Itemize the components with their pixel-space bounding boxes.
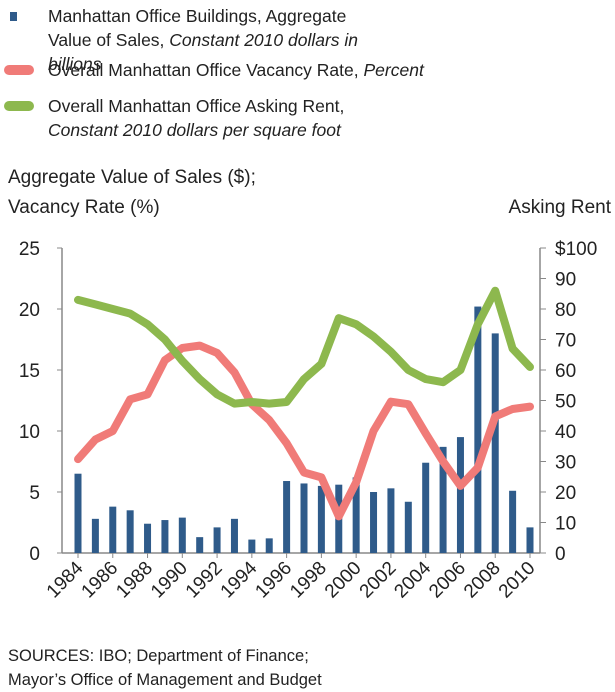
legend-swatch [10, 12, 17, 21]
source-line: SOURCES: IBO; Department of Finance; [8, 647, 309, 665]
y-tick-label: 10 [19, 422, 40, 443]
bar [248, 539, 256, 553]
y-axis-title: Vacancy Rate (%) [8, 197, 160, 218]
y-tick-label: 25 [19, 239, 40, 260]
legend-unit: Constant 2010 dollars per square foot [48, 120, 341, 140]
y2-tick-label: 70 [555, 331, 576, 352]
bar [161, 520, 169, 553]
bar [526, 527, 534, 553]
x-tick-label: 2006 [425, 558, 470, 603]
x-tick-label: 1990 [147, 558, 192, 603]
legend-text: Manhattan Office Buildings, Aggregate Va… [48, 4, 388, 76]
legend-label: Overall Manhattan Office Vacancy Rate, [48, 60, 359, 80]
y2-tick-label: 60 [555, 361, 576, 382]
y-axis-title: Aggregate Value of Sales ($); [8, 167, 256, 188]
bar [404, 501, 412, 553]
x-tick-label: 1992 [182, 558, 227, 603]
legend-unit: Constant 2010 dollars in billions [48, 30, 359, 74]
bar [213, 527, 221, 553]
x-tick-label: 1984 [43, 557, 88, 602]
bar [74, 473, 82, 553]
legend-text: Overall Manhattan Office Asking Rent, Con… [48, 94, 568, 142]
bar [474, 306, 482, 553]
y2-tick-label: 50 [555, 392, 576, 413]
y2-tick-label: 80 [555, 300, 576, 321]
x-tick-label: 1986 [78, 558, 123, 603]
bar [178, 517, 186, 553]
bar [230, 518, 238, 553]
bar [352, 477, 360, 553]
bar [265, 538, 273, 553]
plot-area: 05101520250102030405060708090$1001984198… [19, 239, 597, 602]
legend-text: Overall Manhattan Office Vacancy Rate, P… [48, 58, 568, 82]
y-tick-label: 5 [29, 483, 40, 504]
bar [196, 537, 204, 553]
y2-tick-label: 90 [555, 270, 576, 291]
legend-swatch [4, 65, 34, 75]
bar [370, 492, 378, 553]
legend-label: Manhattan Office Buildings, Aggregate Va… [48, 6, 347, 50]
line [74, 341, 534, 521]
source: SOURCES: IBO; Department of Finance; May… [8, 644, 322, 692]
bar [439, 446, 447, 553]
bar [491, 333, 499, 553]
bar [283, 481, 291, 553]
y-tick-label: 20 [19, 300, 40, 321]
x-tick-label: 2008 [460, 558, 505, 603]
x-tick-label: 1998 [286, 558, 331, 603]
bar [109, 506, 117, 553]
y2-tick-label: 40 [555, 422, 576, 443]
bar [126, 510, 134, 553]
line [74, 286, 534, 408]
y2-tick-label: $100 [555, 239, 597, 260]
x-tick-label: 2002 [356, 558, 401, 603]
y-tick-label: 15 [19, 361, 40, 382]
bar [387, 488, 395, 553]
legend-swatch [4, 101, 34, 111]
source-line: Mayor’s Office of Management and Budget [8, 671, 322, 689]
y-tick-label: 0 [29, 544, 40, 565]
y2-axis-title: Asking Rent [509, 197, 612, 218]
x-tick-label: 2004 [390, 557, 435, 602]
bar [91, 518, 99, 553]
bar [509, 490, 517, 553]
x-tick-label: 2010 [495, 558, 540, 603]
bar [422, 462, 430, 553]
bar [317, 485, 325, 553]
x-tick-label: 1988 [112, 558, 157, 603]
x-tick-label: 1994 [217, 557, 262, 602]
bar [456, 437, 464, 553]
y2-tick-label: 0 [555, 544, 566, 565]
y2-tick-label: 20 [555, 483, 576, 504]
y2-tick-label: 30 [555, 453, 576, 474]
bar [300, 483, 308, 553]
x-tick-label: 2000 [321, 558, 366, 603]
legend-label: Overall Manhattan Office Asking Rent, [48, 96, 345, 116]
legend-unit: Percent [363, 60, 424, 80]
x-tick-label: 1996 [251, 558, 296, 603]
y2-tick-label: 10 [555, 514, 576, 535]
bar [144, 523, 152, 553]
